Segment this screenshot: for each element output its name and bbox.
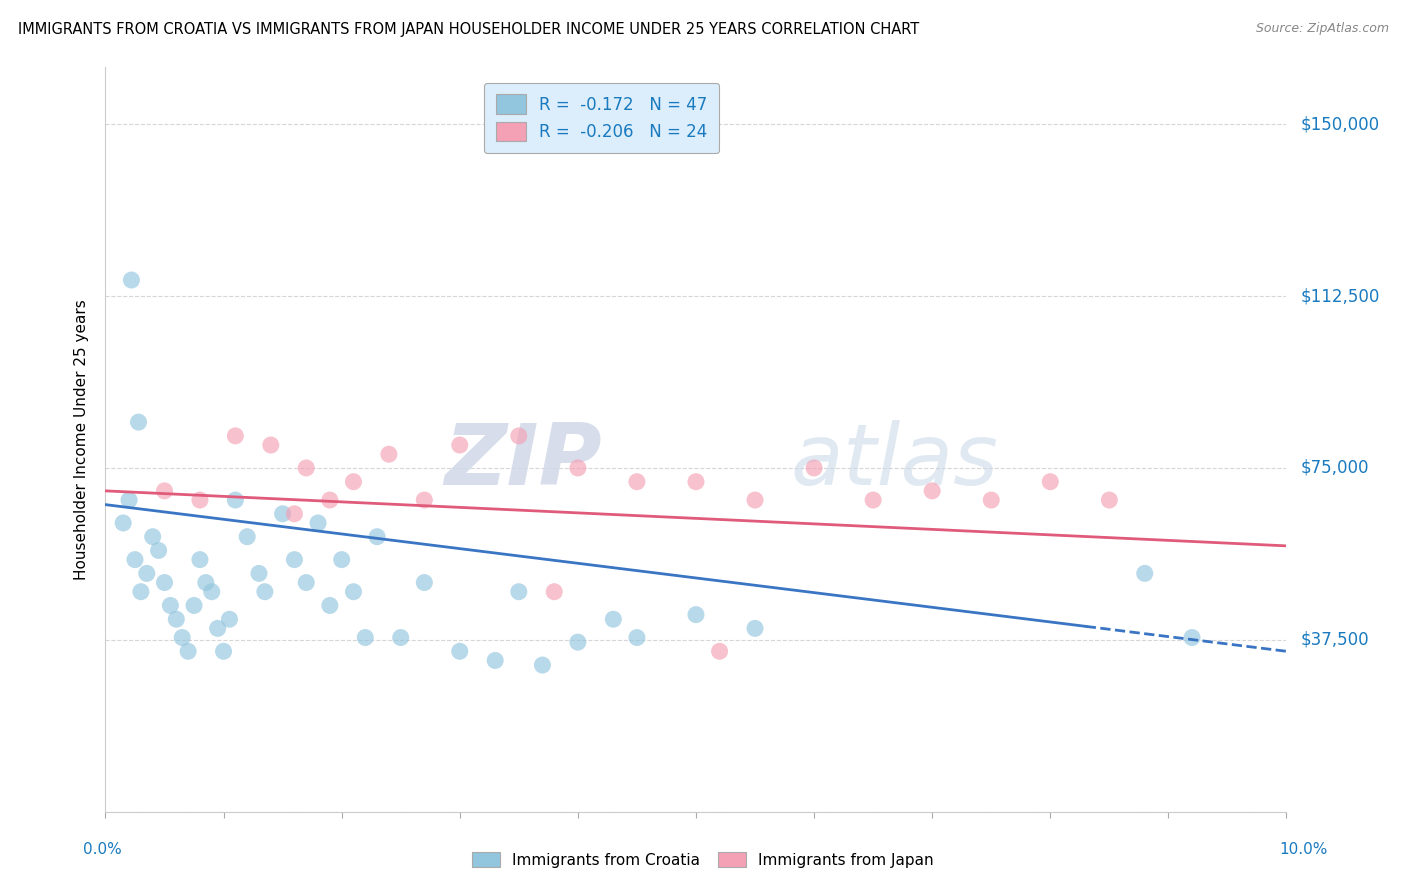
Point: [531, 658, 554, 673]
Point: [342, 475, 364, 489]
Point: [128, 415, 150, 429]
Text: Source: ZipAtlas.com: Source: ZipAtlas.com: [1256, 22, 1389, 36]
Point: [484, 653, 506, 667]
Point: [148, 543, 170, 558]
Point: [207, 621, 229, 635]
Text: ZIP: ZIP: [444, 420, 602, 503]
Point: [319, 599, 342, 613]
Point: [295, 575, 318, 590]
Point: [449, 438, 471, 452]
Point: [709, 644, 731, 658]
Point: [342, 584, 364, 599]
Legend: Immigrants from Croatia, Immigrants from Japan: Immigrants from Croatia, Immigrants from…: [467, 846, 939, 873]
Text: $75,000: $75,000: [1301, 459, 1369, 477]
Point: [153, 483, 176, 498]
Point: [330, 552, 353, 566]
Point: [224, 429, 246, 443]
Point: [224, 493, 246, 508]
Point: [602, 612, 624, 626]
Point: [449, 644, 471, 658]
Point: [1039, 475, 1062, 489]
Point: [307, 516, 329, 530]
Text: atlas: atlas: [790, 420, 998, 503]
Point: [626, 475, 648, 489]
Text: 10.0%: 10.0%: [1279, 842, 1327, 856]
Point: [508, 584, 530, 599]
Point: [283, 552, 305, 566]
Point: [354, 631, 377, 645]
Point: [319, 493, 342, 508]
Point: [921, 483, 943, 498]
Point: [567, 461, 589, 475]
Point: [378, 447, 401, 461]
Point: [188, 493, 211, 508]
Text: IMMIGRANTS FROM CROATIA VS IMMIGRANTS FROM JAPAN HOUSEHOLDER INCOME UNDER 25 YEA: IMMIGRANTS FROM CROATIA VS IMMIGRANTS FR…: [18, 22, 920, 37]
Text: $150,000: $150,000: [1301, 115, 1379, 133]
Point: [1133, 566, 1156, 581]
Point: [112, 516, 135, 530]
Point: [744, 621, 766, 635]
Point: [247, 566, 270, 581]
Text: $112,500: $112,500: [1301, 287, 1379, 305]
Point: [543, 584, 565, 599]
Point: [685, 475, 707, 489]
Point: [271, 507, 294, 521]
Point: [803, 461, 825, 475]
Point: [118, 493, 141, 508]
Point: [201, 584, 224, 599]
Y-axis label: Householder Income Under 25 years: Householder Income Under 25 years: [75, 299, 90, 580]
Point: [236, 530, 259, 544]
Point: [413, 493, 436, 508]
Point: [165, 612, 187, 626]
Point: [366, 530, 388, 544]
Text: 0.0%: 0.0%: [83, 842, 122, 856]
Point: [124, 552, 146, 566]
Point: [508, 429, 530, 443]
Point: [253, 584, 276, 599]
Point: [1181, 631, 1204, 645]
Point: [120, 273, 142, 287]
Point: [295, 461, 318, 475]
Point: [159, 599, 181, 613]
Point: [153, 575, 176, 590]
Point: [1098, 493, 1121, 508]
Point: [135, 566, 157, 581]
Point: [188, 552, 211, 566]
Legend: R =  -0.172   N = 47, R =  -0.206   N = 24: R = -0.172 N = 47, R = -0.206 N = 24: [484, 83, 718, 153]
Point: [194, 575, 217, 590]
Point: [744, 493, 766, 508]
Point: [567, 635, 589, 649]
Point: [389, 631, 412, 645]
Point: [260, 438, 283, 452]
Point: [685, 607, 707, 622]
Point: [283, 507, 305, 521]
Point: [626, 631, 648, 645]
Point: [212, 644, 235, 658]
Point: [862, 493, 884, 508]
Point: [980, 493, 1002, 508]
Point: [183, 599, 205, 613]
Text: $37,500: $37,500: [1301, 631, 1369, 648]
Point: [177, 644, 200, 658]
Point: [172, 631, 194, 645]
Point: [129, 584, 152, 599]
Point: [218, 612, 240, 626]
Point: [413, 575, 436, 590]
Point: [142, 530, 165, 544]
